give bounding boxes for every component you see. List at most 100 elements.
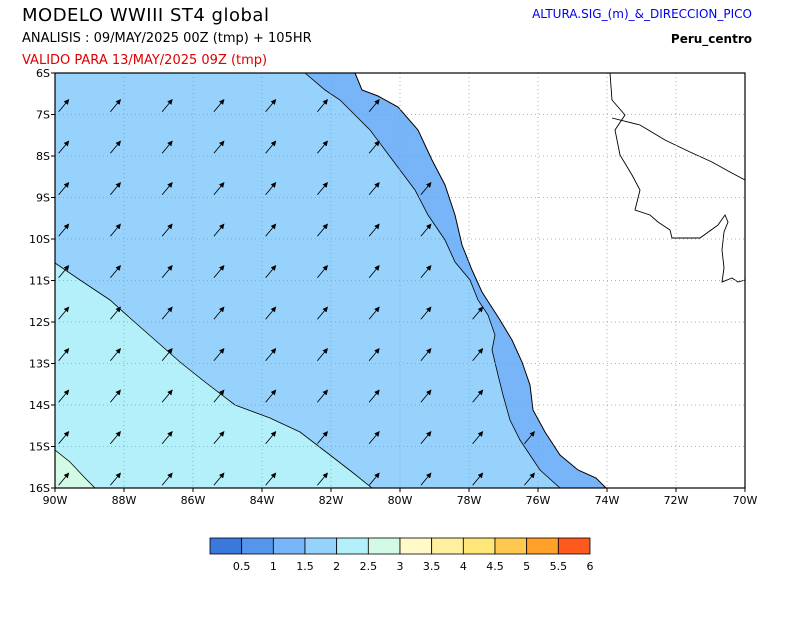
wave-arrow [420,306,432,320]
legend-swatch [399,537,433,555]
legend-label: 1 [270,560,277,573]
wave-arrow [265,389,277,403]
wave-arrow [472,431,484,445]
wave-arrow [213,306,225,320]
latitude-labels: 6S 7S 8S 9S 10S 11S 12S 13S 14S 15S 16S [29,67,55,495]
wave-arrow [161,265,173,279]
legend-label: 4 [460,560,467,573]
wave-arrow [368,182,380,196]
wave-arrow [213,265,225,279]
wave-arrow [110,472,121,486]
wave-arrow [161,348,173,362]
variable-name: ALTURA.SIG_(m)_&_DIRECCION_PICO [532,7,752,21]
lat-tick-label: 14S [29,399,50,412]
wave-arrow [213,472,225,486]
wave-arrow [58,99,70,113]
wave-arrow [213,140,225,154]
lon-tick-label: 82W [319,494,344,507]
wave-arrow [58,348,70,362]
wave-arrow [265,99,277,113]
wave-arrow [368,99,380,113]
legend-label: 0.5 [233,560,251,573]
lat-tick-label: 13S [29,358,50,371]
wave-arrow [317,99,328,113]
wave-arrow [368,431,380,445]
wave-arrow [368,472,380,486]
legend-label: 2 [333,560,340,573]
wave-arrow [420,223,432,237]
colorbar-legend: 0.5 1 1.5 2 2.5 3 3.5 4 4.5 5 5.5 6 [209,537,594,573]
wave-arrow [110,431,121,445]
wave-arrow [472,472,484,486]
wave-arrow [213,431,225,445]
wave-arrow [524,431,535,445]
wave-arrow [58,472,70,486]
wave-arrow [368,140,380,154]
border-line-2 [611,117,745,181]
wave-arrow [368,389,380,403]
legend-swatch [557,537,591,555]
wave-arrow [110,306,121,320]
wave-arrow [317,431,328,445]
wave-arrow [110,348,121,362]
wave-arrow [420,472,432,486]
wave-arrow [58,265,70,279]
legend-label: 2.5 [360,560,378,573]
wave-arrow [58,389,70,403]
legend-swatch [367,537,401,555]
wave-arrow [161,140,173,154]
wave-arrow [368,348,380,362]
lon-tick-label: 76W [526,494,551,507]
wave-arrow [58,182,70,196]
lat-tick-label: 12S [29,316,50,329]
contour-1-5m [304,73,561,488]
legend-label: 5 [523,560,530,573]
border-line [609,73,745,283]
wave-arrow [58,140,70,154]
lat-tick-label: 16S [29,482,50,495]
wave-arrow [265,140,277,154]
wave-arrow [161,389,173,403]
wave-arrow [58,306,70,320]
wave-arrow [161,431,173,445]
wave-arrow [161,472,173,486]
wave-arrow [161,99,173,113]
wave-arrow [420,265,432,279]
wave-arrow [524,472,535,486]
wave-arrow [317,389,328,403]
legend-label: 6 [587,560,594,573]
legend-swatch [304,537,338,555]
wave-arrow [213,99,225,113]
wave-arrow [110,223,121,237]
wave-arrow [110,182,121,196]
valid-time: VALIDO PARA 13/MAY/2025 09Z (tmp) [22,53,268,68]
lon-tick-label: 74W [595,494,620,507]
wave-arrow [110,389,121,403]
wave-arrow [317,182,328,196]
lon-tick-label: 72W [664,494,689,507]
wave-direction-arrows [58,99,535,486]
wave-arrow [420,431,432,445]
wave-arrow [265,223,277,237]
wave-arrow [420,348,432,362]
wave-arrow [420,182,432,196]
lon-tick-label: 78W [457,494,482,507]
wave-arrow [368,306,380,320]
wave-arrow [472,389,484,403]
wave-arrow [161,223,173,237]
lon-tick-label: 80W [388,494,413,507]
wave-arrow [265,348,277,362]
lon-tick-label: 90W [43,494,68,507]
wave-arrow [110,140,121,154]
wave-arrow [472,306,484,320]
wave-arrow [368,223,380,237]
analysis-time: ANALISIS : 09/MAY/2025 00Z (tmp) + 105HR [22,31,312,46]
wave-arrow [317,306,328,320]
lon-tick-label: 86W [181,494,206,507]
wave-arrow [317,223,328,237]
wave-arrow [58,431,70,445]
grid [55,73,745,488]
wave-arrow [317,472,328,486]
lat-tick-label: 15S [29,441,50,454]
